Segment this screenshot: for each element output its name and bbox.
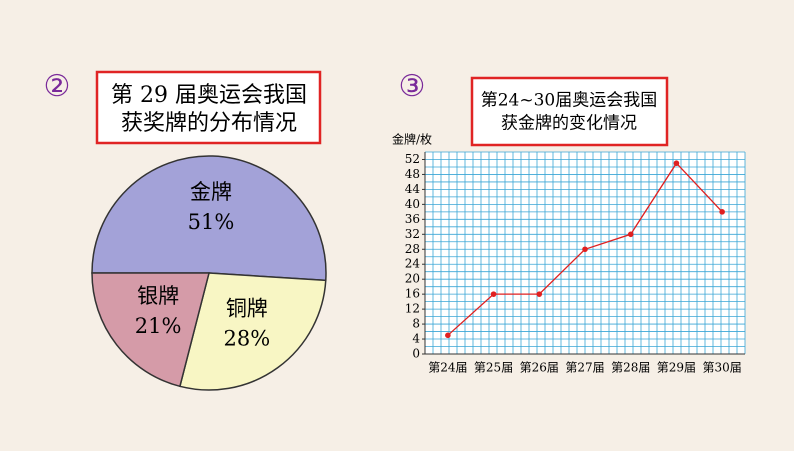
- slice-label: 铜牌: [226, 297, 268, 321]
- point: [719, 209, 725, 215]
- pie-slice: [178, 272, 327, 391]
- y-tick-label: 52: [405, 152, 420, 166]
- point: [673, 160, 680, 167]
- slice-label: 金牌: [190, 180, 232, 204]
- y-tick-label: 48: [405, 167, 420, 181]
- pie-slice: [91, 155, 327, 282]
- y-tick-label: 4: [412, 332, 420, 346]
- chart-title: 获奖牌的分布情况: [121, 111, 297, 136]
- y-tick-label: 32: [405, 227, 420, 241]
- point: [445, 332, 451, 339]
- title-box: [470, 76, 669, 147]
- slice-value: 51%: [188, 210, 235, 234]
- y-tick-label: 40: [405, 197, 420, 211]
- y-tick-label: 24: [405, 257, 421, 271]
- marker: ③: [399, 69, 426, 104]
- x-tick-label: 第28届: [611, 361, 650, 375]
- chart-title: 第 29 届奥运会我国: [111, 83, 307, 108]
- point: [536, 291, 543, 297]
- x-tick-label: 第24届: [428, 361, 467, 375]
- y-tick-label: 36: [405, 212, 420, 226]
- y-tick-label: 8: [412, 317, 420, 331]
- x-tick-label: 第27届: [565, 361, 604, 375]
- y-tick-label: 44: [405, 182, 421, 196]
- x-tick-label: 第25届: [474, 361, 513, 375]
- slice-value: 28%: [223, 327, 270, 351]
- point: [627, 231, 634, 238]
- y-tick-label: 28: [405, 242, 420, 256]
- y-tick-label: 0: [412, 347, 420, 361]
- slice-value: 21%: [135, 314, 182, 338]
- x-tick-label: 第30届: [703, 361, 742, 375]
- y-tick-label: 12: [405, 302, 420, 316]
- point: [490, 291, 497, 297]
- pie-slice: [91, 272, 210, 388]
- x-tick-label: 第29届: [657, 361, 696, 375]
- title-box: [95, 70, 322, 145]
- x-tick-label: 第26届: [520, 361, 559, 375]
- slice-label: 银牌: [137, 284, 179, 308]
- y-tick-label: 20: [405, 272, 420, 286]
- marker: ②: [44, 69, 71, 104]
- chart-title: 第24~30届奥运会我国: [481, 91, 658, 111]
- chart-title: 获金牌的变化情况: [501, 114, 637, 134]
- y-axis-label: 金牌/枚: [392, 132, 432, 147]
- point: [582, 246, 588, 253]
- y-tick-label: 16: [405, 287, 420, 301]
